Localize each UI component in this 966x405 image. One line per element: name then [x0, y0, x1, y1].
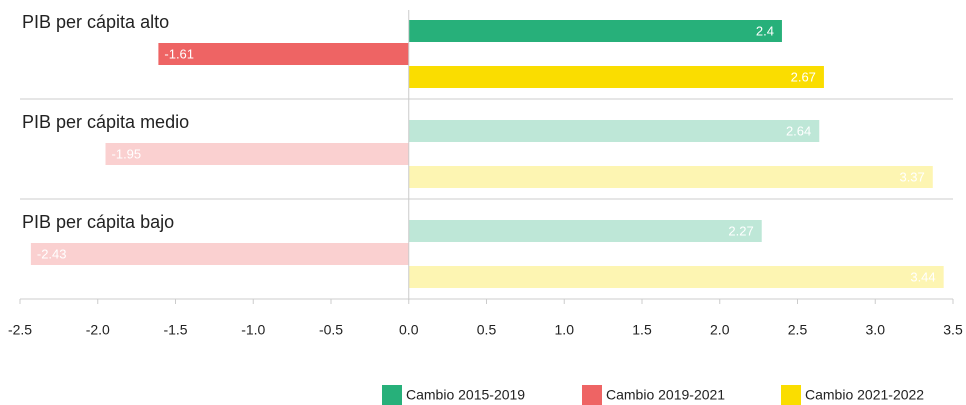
- value-label: -1.95: [112, 146, 142, 161]
- x-tick-label: 0.0: [399, 322, 419, 338]
- value-label: 2.67: [791, 69, 816, 84]
- category-label: PIB per cápita bajo: [22, 212, 174, 232]
- x-tick-label: -1.5: [163, 322, 187, 338]
- x-tick-label: 3.5: [943, 322, 963, 338]
- bar: [408, 66, 824, 88]
- x-tick-label: -0.5: [319, 322, 343, 338]
- legend-label: Cambio 2021-2022: [805, 387, 924, 403]
- value-label: 2.64: [786, 123, 811, 138]
- value-label: -2.43: [37, 246, 67, 261]
- category-label: PIB per cápita alto: [22, 12, 169, 32]
- x-tick-label: -2.5: [8, 322, 32, 338]
- x-tick-label: 0.5: [477, 322, 497, 338]
- x-tick-label: -1.0: [241, 322, 265, 338]
- legend-swatch: [781, 385, 801, 405]
- x-tick-label: -2.0: [86, 322, 110, 338]
- legend-swatch: [582, 385, 602, 405]
- category-label: PIB per cápita medio: [22, 112, 189, 132]
- value-label: 3.37: [899, 169, 924, 184]
- bar: [408, 20, 782, 42]
- bar: [408, 120, 820, 142]
- x-tick-label: 3.0: [866, 322, 886, 338]
- legend-label: Cambio 2019-2021: [606, 387, 725, 403]
- x-tick-label: 2.0: [710, 322, 730, 338]
- legend-swatch: [382, 385, 402, 405]
- x-tick-label: 2.5: [788, 322, 808, 338]
- value-label: -1.61: [164, 46, 194, 61]
- bar: [30, 243, 409, 265]
- x-tick-label: 1.5: [632, 322, 652, 338]
- value-label: 3.44: [910, 269, 935, 284]
- legend-label: Cambio 2015-2019: [406, 387, 525, 403]
- bar: [408, 166, 933, 188]
- value-label: 2.27: [728, 223, 753, 238]
- value-label: 2.4: [756, 23, 774, 38]
- bar: [408, 266, 944, 288]
- bar: [105, 143, 409, 165]
- x-tick-label: 1.0: [555, 322, 575, 338]
- bar: [408, 220, 762, 242]
- bar: [158, 43, 409, 65]
